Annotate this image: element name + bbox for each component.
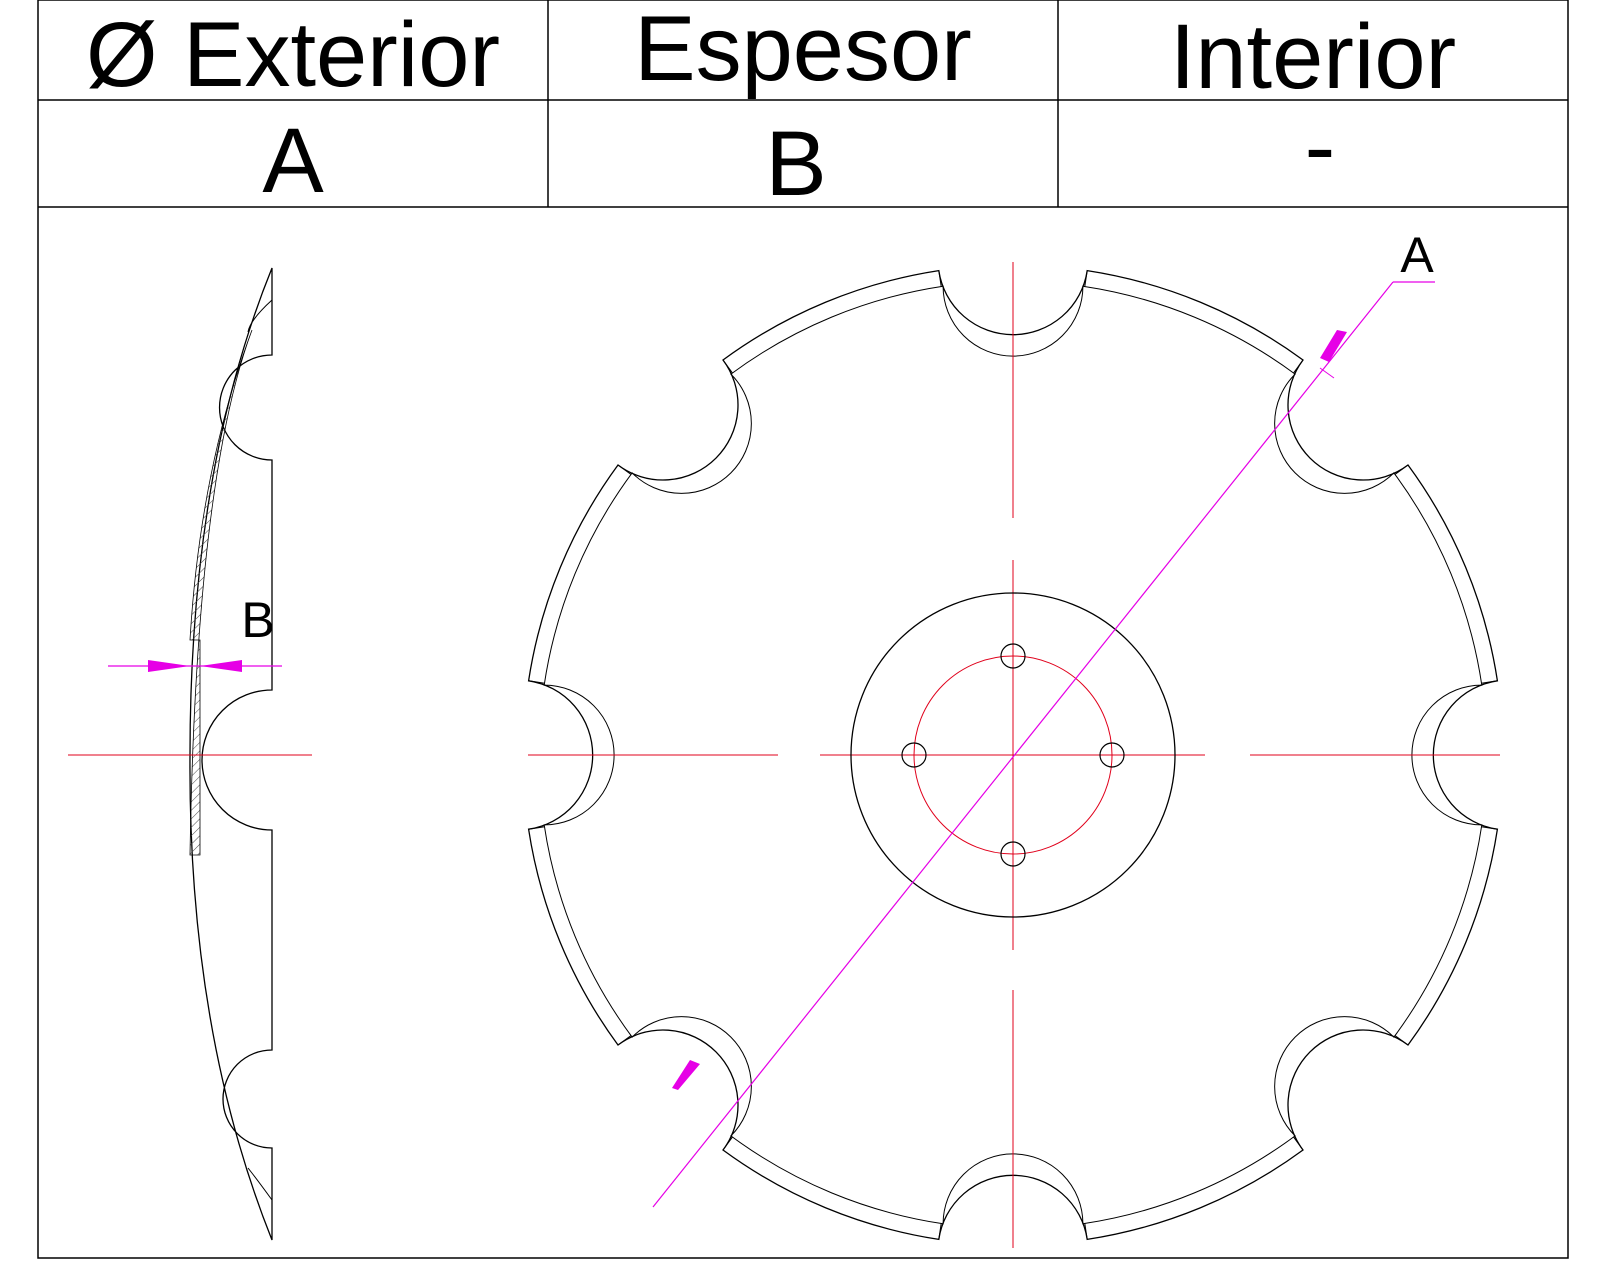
bevel-tick <box>528 826 545 830</box>
header-interior: Interior <box>1170 6 1456 108</box>
bevel-tick <box>1394 464 1409 475</box>
spec-table <box>37 0 1569 1259</box>
bevel-tick <box>938 270 942 287</box>
bevel-tick <box>528 680 545 684</box>
bevel-tick <box>1084 1223 1088 1240</box>
bolt-hole <box>901 742 927 768</box>
bevel-tick <box>1481 680 1498 684</box>
bolt-hole <box>1000 841 1026 867</box>
bolt-hole <box>1099 742 1125 768</box>
thickness-arrow-left <box>148 660 190 672</box>
bevel-tick <box>722 359 733 374</box>
disc-bevel-inner <box>543 285 1483 1225</box>
header-thickness: Espesor <box>634 0 972 100</box>
value-interior: - <box>1305 96 1336 198</box>
bevel-tick <box>1084 270 1088 287</box>
bevel-tick <box>1293 359 1304 374</box>
front-view: A <box>527 227 1500 1248</box>
header-outer-diameter: Ø Exterior <box>86 4 500 106</box>
bevel-tick <box>1394 1035 1409 1046</box>
bolt-circle <box>913 655 1113 855</box>
side-view: B <box>68 267 312 1241</box>
bevel-tick <box>1293 1136 1304 1151</box>
diameter-dimension-line <box>652 281 1394 1208</box>
disc-profile <box>189 267 273 1241</box>
diameter-extension-tick <box>1319 367 1335 379</box>
bevel-tick <box>617 464 632 475</box>
bevel-ticks <box>528 270 1498 1240</box>
bevel-tick <box>617 1035 632 1046</box>
bevel-tick <box>1481 826 1498 830</box>
value-outer-diameter: A <box>262 110 324 212</box>
value-thickness: B <box>765 113 826 215</box>
section-hatch <box>189 329 253 856</box>
diameter-arrow-bottom <box>672 1060 700 1090</box>
sheet-border <box>37 0 1569 1259</box>
bevel-tick <box>938 1223 942 1240</box>
bevel-line-top <box>247 299 273 333</box>
bolt-hole <box>1000 643 1026 669</box>
diameter-arrow-top <box>1320 330 1347 362</box>
diameter-label: A <box>1400 227 1434 283</box>
thickness-arrow-right <box>200 660 242 672</box>
hub-outline <box>850 592 1176 918</box>
thickness-label: B <box>241 592 274 648</box>
bevel-line-bottom <box>247 1167 273 1201</box>
bevel-tick <box>722 1136 733 1151</box>
